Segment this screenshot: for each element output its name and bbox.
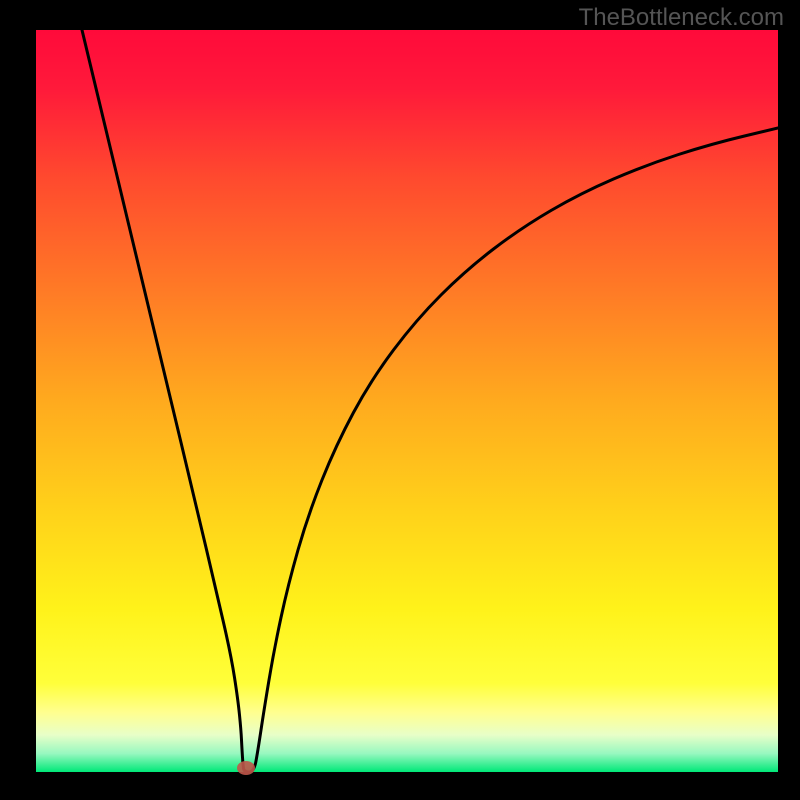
- bottleneck-marker: [237, 761, 255, 775]
- watermark-text: TheBottleneck.com: [579, 4, 784, 32]
- curve-svg: [36, 30, 778, 772]
- bottleneck-curve-path: [82, 30, 778, 772]
- plot-area: [36, 30, 778, 772]
- chart-frame: TheBottleneck.com: [0, 0, 800, 800]
